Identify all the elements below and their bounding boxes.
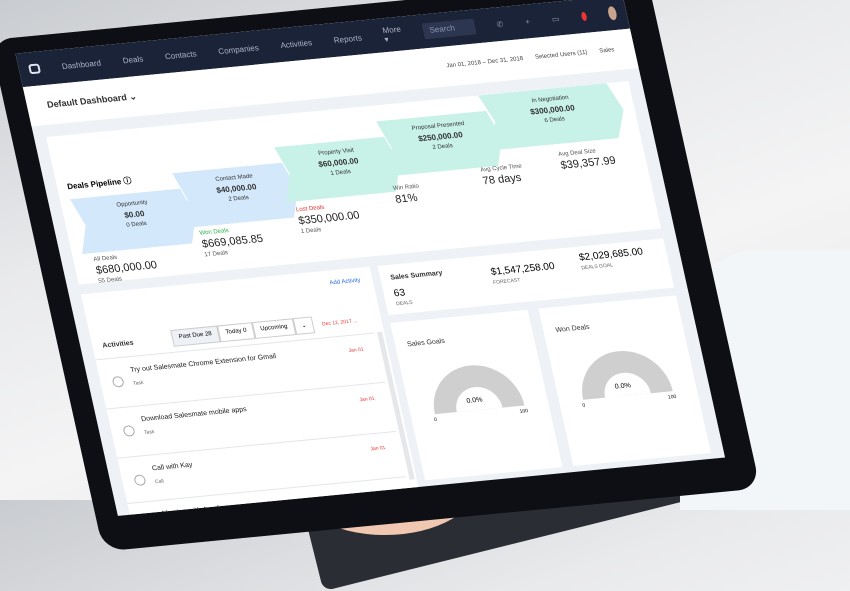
stage-property-visit[interactable]: Property Visit $60,000.00 1 Deals bbox=[274, 136, 406, 203]
pipeline-select[interactable]: Sales bbox=[598, 47, 616, 55]
gauge-max: 100 bbox=[667, 393, 678, 401]
nav-companies[interactable]: Companies bbox=[217, 42, 260, 56]
stat-avg-deal-size: Avg Deal Size $39,357.99 bbox=[557, 148, 617, 172]
tab-past-due[interactable]: Past Due 28 bbox=[170, 325, 221, 347]
activities-title: Activities bbox=[101, 339, 135, 350]
stat-won-deals: Won Deals $669,085.85 17 Deals bbox=[199, 228, 265, 259]
dashboard-select[interactable]: Default Dashboard ⌄ bbox=[45, 90, 138, 110]
tab-upcoming[interactable]: Upcoming bbox=[251, 318, 297, 339]
calendar-icon[interactable]: ▭ bbox=[550, 13, 561, 24]
search-input[interactable]: Search bbox=[421, 18, 477, 40]
gauge-max: 100 bbox=[519, 408, 529, 415]
gauge-title: Sales Goals bbox=[406, 337, 446, 349]
gauge-min: 0 bbox=[433, 416, 438, 424]
nav-more[interactable]: More ▾ bbox=[381, 24, 402, 45]
stat-all-deals: All Deals $680,000.00 55 Deals bbox=[93, 254, 159, 285]
user-filter[interactable]: Selected Users (11) bbox=[534, 49, 589, 61]
nav-deals[interactable]: Deals bbox=[121, 53, 145, 65]
goal-value: $2,029,685.00 bbox=[577, 246, 645, 264]
activities-card: Add Activity Activities Past Due 28 Toda… bbox=[80, 266, 420, 516]
sales-goals-card: Sales Goals 0.0% 0 100 bbox=[390, 309, 563, 481]
date-range[interactable]: Jan 01, 2018 – Dec 31, 2018 bbox=[445, 56, 524, 70]
laptop-bezel: Dashboard Deals Contacts Companies Activ… bbox=[0, 0, 760, 551]
deals-label: DEALS bbox=[395, 299, 414, 308]
gauge-min: 0 bbox=[581, 402, 586, 409]
check-icon[interactable] bbox=[122, 425, 136, 437]
date-header: Dec 12, 2017 ... bbox=[321, 318, 358, 328]
stat-lost-deals: Lost Deals $350,000.00 1 Deals bbox=[295, 204, 361, 236]
forecast-value: $1,547,258.00 bbox=[489, 261, 556, 278]
stage-contact-made[interactable]: Contact Made $40,000.00 2 Deals bbox=[172, 162, 304, 229]
dashboard-title: Default Dashboard bbox=[45, 91, 128, 110]
nav-dashboard[interactable]: Dashboard bbox=[60, 58, 102, 71]
stage-opportunity[interactable]: Opportunity $0.00 0 Deals bbox=[70, 188, 202, 255]
deals-count: 63 bbox=[392, 287, 407, 300]
nav-activities[interactable]: Activities bbox=[279, 37, 313, 50]
phone-icon[interactable]: ✆ bbox=[495, 19, 505, 29]
check-icon[interactable] bbox=[111, 375, 125, 388]
add-activity-link[interactable]: Add Activity bbox=[329, 277, 362, 287]
stage-in-negotiation[interactable]: In Negotiation $300,000.00 6 Deals bbox=[478, 82, 630, 151]
notification-icon[interactable] bbox=[580, 11, 588, 21]
pipeline-title: Deals Pipeline ⓘ bbox=[66, 176, 133, 192]
gauge-chart bbox=[573, 346, 673, 400]
nav-contacts[interactable]: Contacts bbox=[163, 48, 198, 61]
forecast-label: FORECAST bbox=[492, 277, 521, 286]
stat-avg-cycle-time: Avg Cycle Time 78 days bbox=[479, 163, 523, 188]
stat-win-ratio: Win Ratio 81% bbox=[392, 183, 420, 206]
gauge-title: Won Deals bbox=[554, 323, 591, 335]
tab-today[interactable]: Today 0 bbox=[217, 322, 256, 343]
gauge-chart bbox=[425, 361, 525, 415]
plus-icon[interactable]: + bbox=[524, 16, 531, 27]
logo-icon bbox=[27, 63, 42, 75]
nav-reports[interactable]: Reports bbox=[332, 32, 363, 45]
chevron-down-icon[interactable]: ⌄ bbox=[292, 316, 316, 335]
summary-title: Sales Summary bbox=[389, 269, 444, 282]
won-deals-card: Won Deals 0.0% 0 100 bbox=[538, 295, 711, 467]
check-icon[interactable] bbox=[133, 474, 147, 487]
goal-label: DEALS GOAL bbox=[580, 262, 614, 272]
screen: Dashboard Deals Contacts Companies Activ… bbox=[15, 0, 726, 516]
avatar[interactable] bbox=[606, 5, 618, 21]
